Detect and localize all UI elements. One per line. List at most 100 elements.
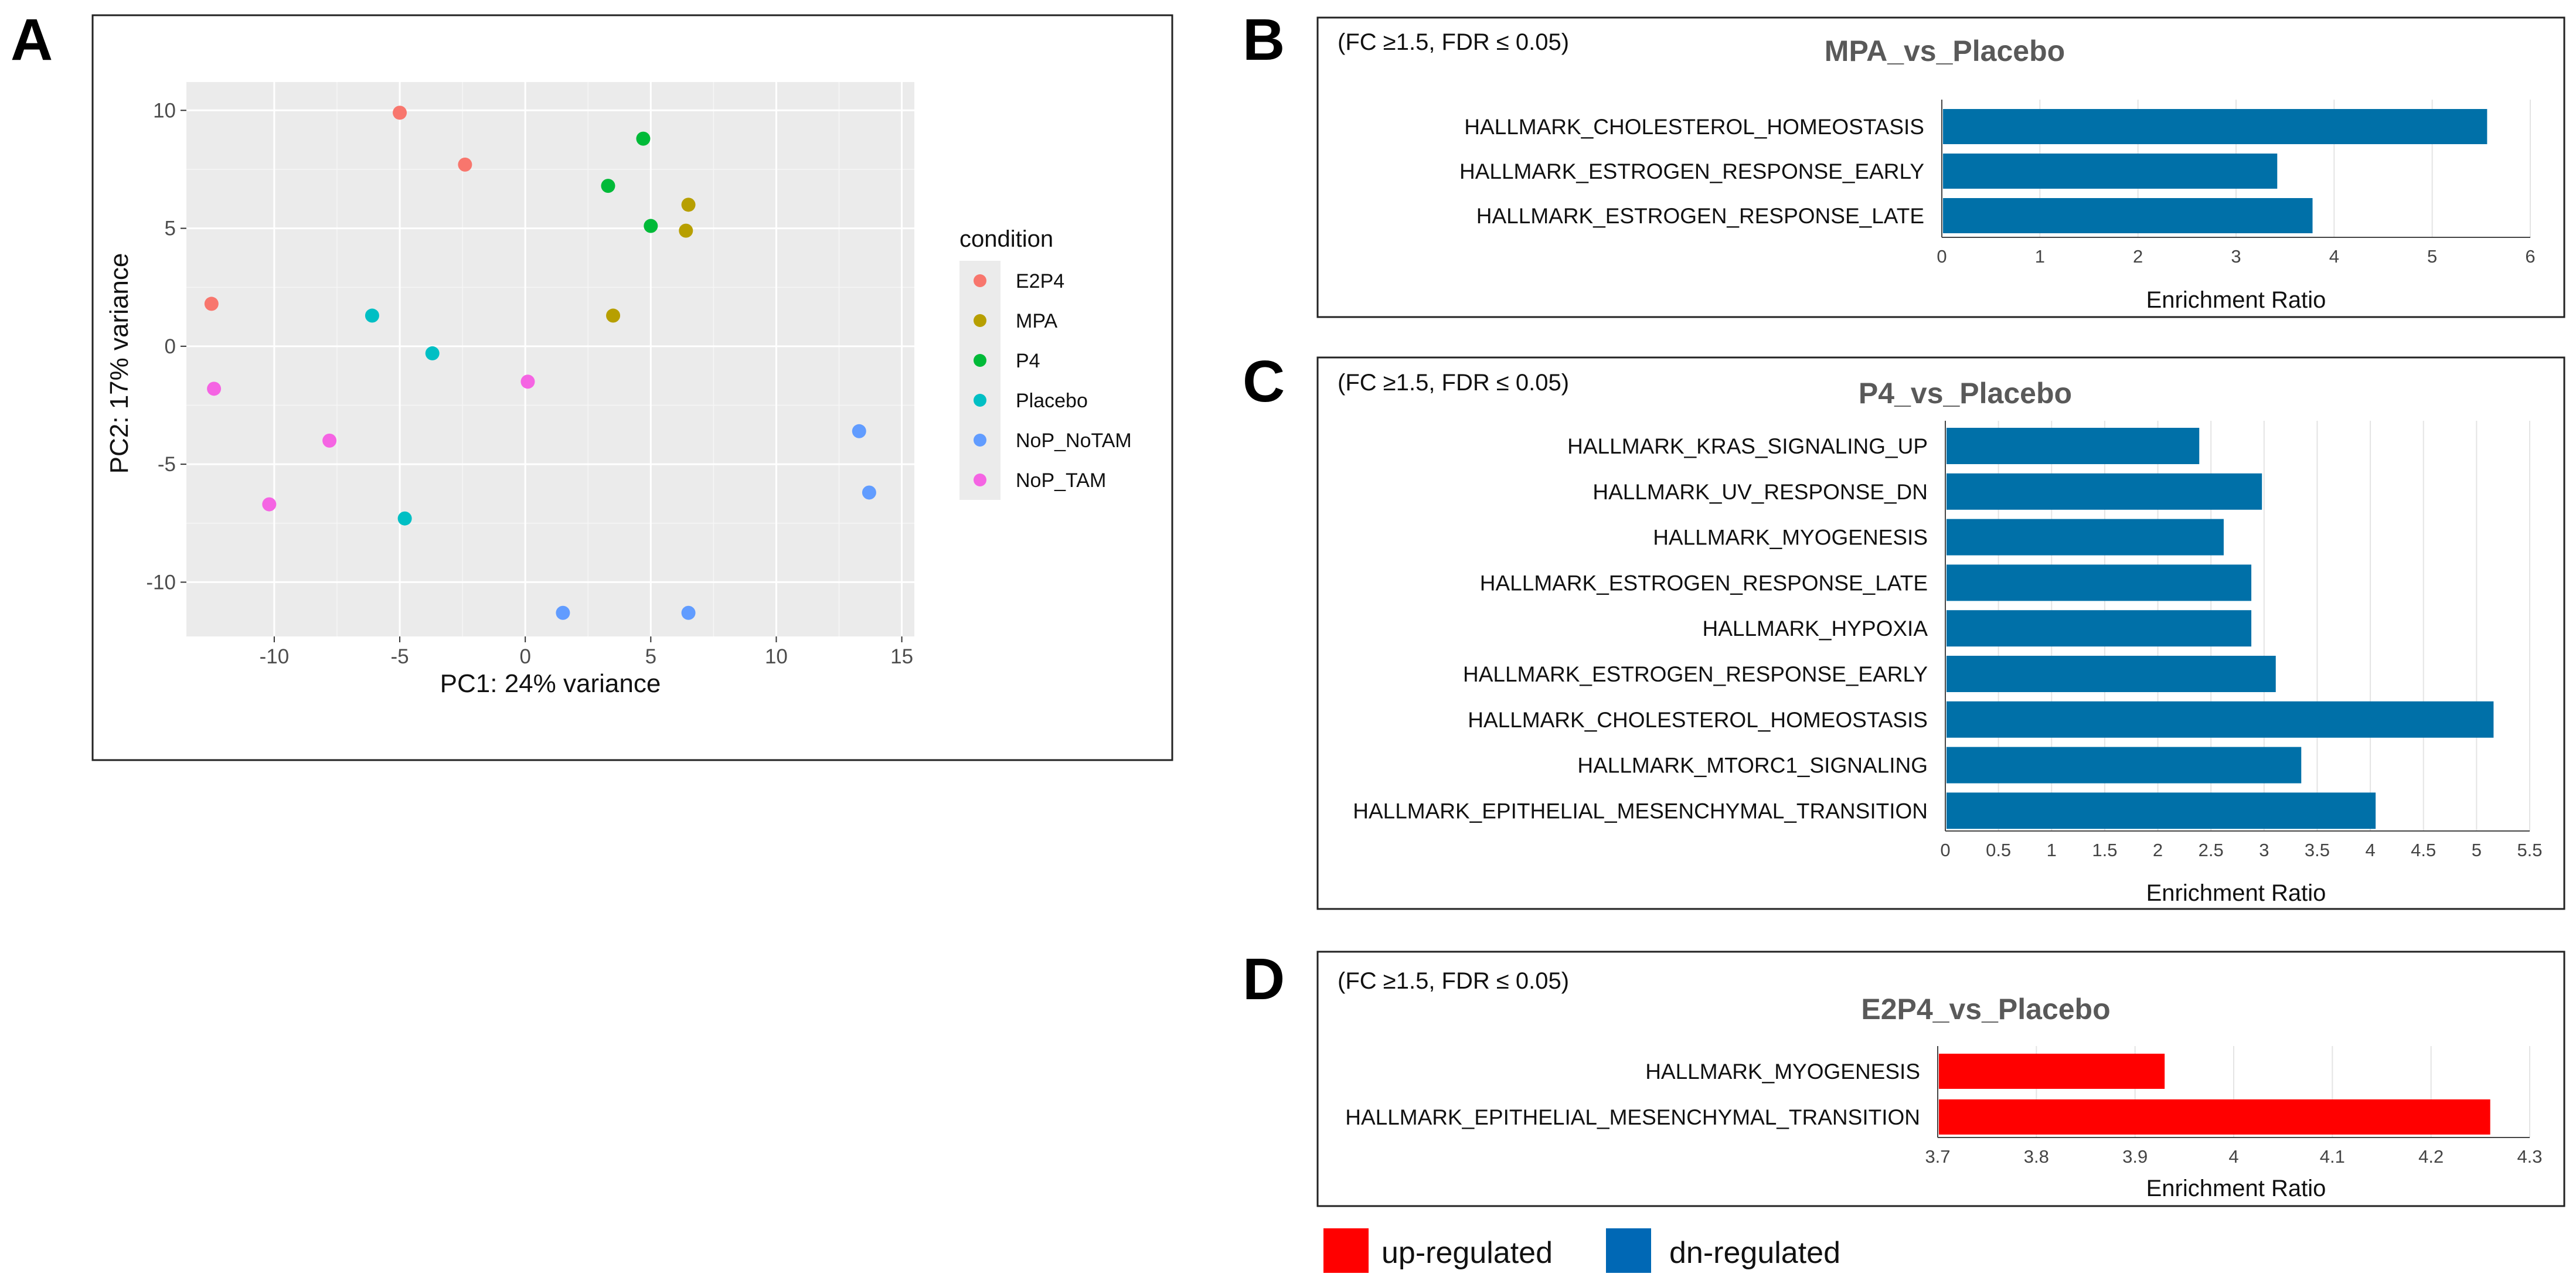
pca-point-mpa [681,197,696,212]
bar-x-tick-label: 0 [1937,246,1947,267]
bar [1947,701,2494,738]
pca-point-nop_notam [852,424,866,438]
bar-category-label: HALLMARK_EPITHELIAL_MESENCHYMAL_TRANSITI… [1353,799,1928,823]
pca-point-e2p4 [458,157,472,172]
bar-category-label: HALLMARK_ESTROGEN_RESPONSE_EARLY [1459,159,1924,183]
bar-category-label: HALLMARK_MTORC1_SIGNALING [1577,754,1928,778]
bar [1947,519,2224,556]
pca-point-nop_tam [322,433,337,448]
bar-x-tick-label: 4.3 [2517,1146,2542,1167]
bar [1943,198,2313,233]
pca-y-tick-label: 10 [153,99,176,122]
pca-legend-swatch [974,274,986,287]
mpa-bar-chart: HALLMARK_CHOLESTEROL_HOMEOSTASIS HALLMARK… [1459,100,2536,267]
pca-x-tick-label: 0 [519,645,530,668]
bar-x-tick-label: 3.9 [2122,1146,2148,1167]
pca-x-tick-label: 15 [890,645,913,668]
bar-x-tick-label: 3 [2231,246,2241,267]
pca-point-nop_notam [556,605,570,620]
pca-x-tick-label: -5 [390,645,409,668]
bar-x-tick-label: 2 [2133,246,2143,267]
pca-x-ticks: -10 -5 0 5 10 15 [260,636,913,668]
pca-legend-label: NoP_NoTAM [1016,430,1132,452]
pca-point-placebo [397,511,412,526]
pca-y-tick-label: 0 [165,335,176,358]
pca-x-tick-label: -10 [260,645,290,668]
pca-point-e2p4 [393,105,407,120]
mpa-chart-title: MPA_vs_Placebo [1825,35,2065,67]
bar [1947,564,2252,601]
bar-x-tick-label: 1 [2047,840,2057,860]
pca-point-p4 [601,179,615,193]
bar-x-tick-label: 3.7 [1925,1146,1950,1167]
bar-category-label: HALLMARK_EPITHELIAL_MESENCHYMAL_TRANSITI… [1345,1105,1920,1129]
pca-legend-swatch [974,394,986,407]
pca-legend-swatch [974,314,986,327]
up-regulated-label: up-regulated [1381,1236,1553,1270]
bar-x-tick-label: 4 [2228,1146,2238,1167]
pca-point-nop_notam [681,605,696,620]
pca-x-tick-label: 5 [645,645,656,668]
mpa-x-axis-title: Enrichment Ratio [2146,287,2326,313]
pca-legend-label: Placebo [1016,390,1088,412]
bar [1939,1054,2165,1089]
bar-category-label: HALLMARK_MYOGENESIS [1653,526,1928,550]
bar [1947,747,2302,784]
bar-category-label: HALLMARK_CHOLESTEROL_HOMEOSTASIS [1468,708,1928,732]
e2p4-panel: (FC ≥1.5, FDR ≤ 0.05) E2P4_vs_Placebo HA… [1316,951,2565,1207]
bar-x-tick-label: 5 [2427,246,2437,267]
bar-category-label: HALLMARK_ESTROGEN_RESPONSE_EARLY [1463,662,1928,686]
pca-point-nop_tam [520,374,535,389]
panel-letter-a: A [11,7,53,73]
e2p4-bar-chart: HALLMARK_MYOGENESIS HALLMARK_EPITHELIAL_M… [1345,1046,2543,1167]
bar-x-tick-label: 4.1 [2320,1146,2345,1167]
bar [1947,610,2252,647]
bar-x-tick-label: 4.2 [2418,1146,2444,1167]
p4-panel: (FC ≥1.5, FDR ≤ 0.05) P4_vs_Placebo HALL… [1316,356,2565,910]
bar-category-label: HALLMARK_CHOLESTEROL_HOMEOSTASIS [1464,115,1924,139]
pca-point-mpa [679,223,693,238]
pca-point-p4 [636,131,651,146]
pca-point-placebo [425,346,440,360]
bar [1943,109,2487,144]
pca-points [204,105,876,620]
pca-legend-key-background [959,261,1001,500]
pca-point-e2p4 [204,297,219,311]
pca-gridlines [186,82,914,636]
bar-x-tick-label: 1 [2035,246,2045,267]
bar-x-tick-label: 2 [2153,840,2163,860]
bar [1939,1099,2490,1135]
pca-y-tick-label: -10 [146,571,176,594]
p4-threshold-note: (FC ≥1.5, FDR ≤ 0.05) [1338,370,1569,396]
pca-y-tick-label: -5 [158,453,176,476]
pca-legend-label: P4 [1016,350,1040,372]
bar-x-tick-label: 1.5 [2092,840,2117,860]
bar-x-tick-label: 4 [2329,246,2339,267]
bar [1947,792,2376,829]
pca-legend-label: MPA [1016,310,1057,332]
bar-x-tick-label: 6 [2525,246,2535,267]
panel-letter-c: C [1243,349,1285,414]
bar-category-label: HALLMARK_HYPOXIA [1702,617,1928,641]
pca-legend-swatch [974,474,986,486]
p4-panel-frame [1316,356,2565,910]
e2p4-x-axis-title: Enrichment Ratio [2146,1176,2326,1201]
pca-legend-title: condition [959,226,1053,252]
bar-x-tick-label: 5.5 [2517,840,2542,860]
bar-x-tick-label: 2.5 [2199,840,2224,860]
pca-y-axis-title: PC2: 17% variance [105,253,134,474]
bar-x-tick-label: 4 [2365,840,2375,860]
bar-category-label: HALLMARK_ESTROGEN_RESPONSE_LATE [1476,204,1924,228]
mpa-threshold-note: (FC ≥1.5, FDR ≤ 0.05) [1338,29,1569,55]
bar-x-tick-label: 3.8 [2024,1146,2049,1167]
pca-legend-label: NoP_TAM [1016,469,1106,492]
p4-x-axis-title: Enrichment Ratio [2146,880,2326,906]
bar-x-tick-label: 0.5 [1986,840,2011,860]
mpa-panel: (FC ≥1.5, FDR ≤ 0.05) MPA_vs_Placebo HAL… [1316,16,2565,318]
pca-point-nop_notam [862,485,876,500]
pca-y-tick-label: 5 [165,217,176,240]
bar-category-label: HALLMARK_MYOGENESIS [1645,1060,1920,1084]
pca-point-nop_tam [262,497,277,512]
